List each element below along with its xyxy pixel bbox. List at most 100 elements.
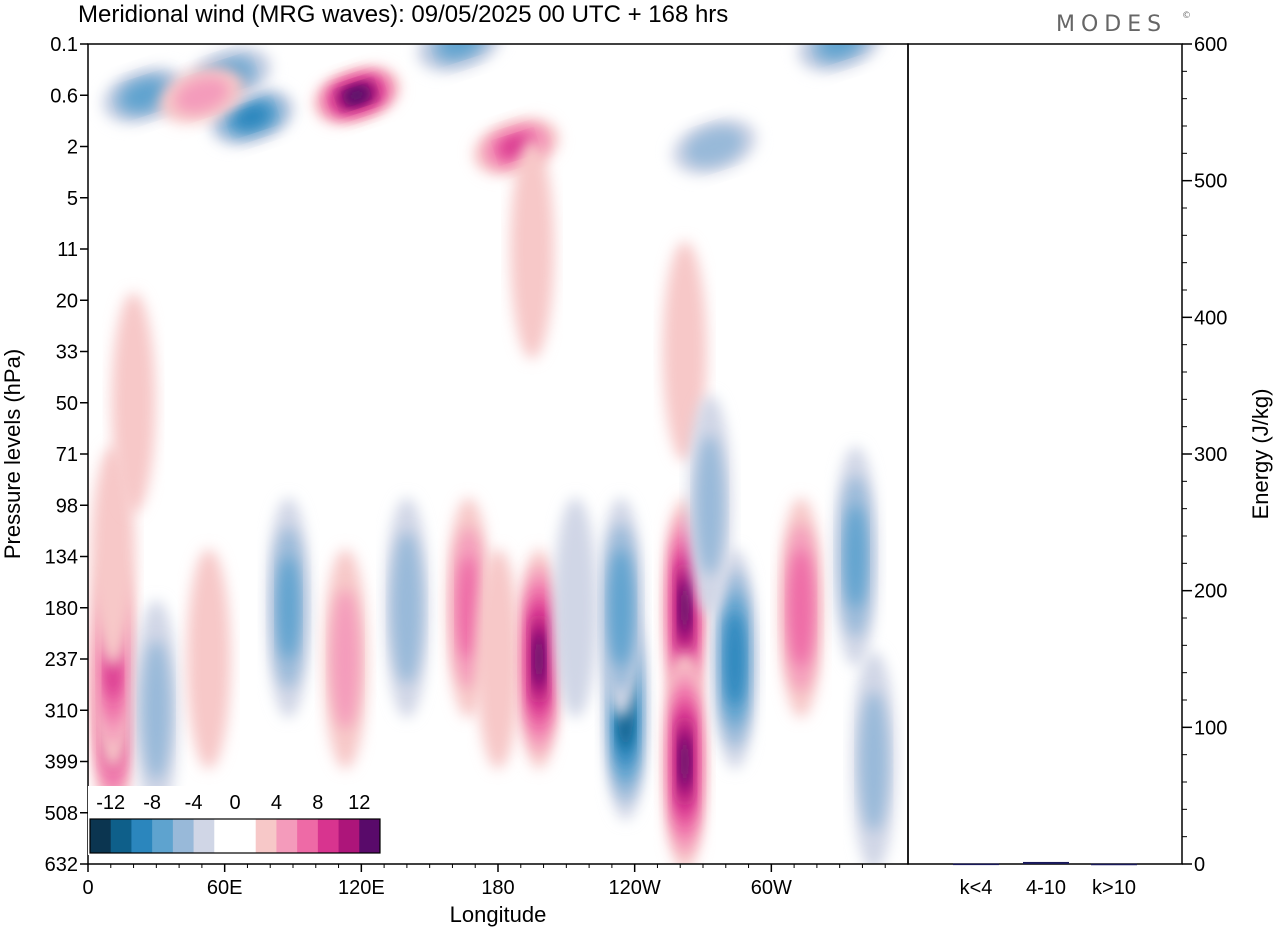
feature-contour	[695, 435, 724, 576]
colorbar-label: -12	[96, 792, 125, 814]
y-tick-label: 50	[56, 393, 78, 415]
feature-contour	[476, 549, 520, 769]
wind-feature	[186, 549, 231, 769]
logo-mark: ©	[1182, 11, 1191, 21]
feature-contour	[391, 531, 423, 684]
wind-feature	[314, 67, 400, 124]
energy-tick-label: 0	[1194, 854, 1205, 876]
y-axis-title: Pressure levels (hPa)	[0, 349, 25, 559]
colorbar-swatch	[214, 819, 236, 853]
wind-feature	[662, 241, 707, 462]
wind-feature	[851, 651, 896, 864]
energy-axis-title: Energy (J/kg)	[1248, 389, 1273, 520]
y-tick-label: 180	[45, 598, 78, 620]
x-tick-label: 60W	[751, 877, 792, 899]
energy-tick-label: 400	[1194, 307, 1227, 329]
y-tick-label: 2	[67, 137, 78, 159]
x-tick-label: 60E	[207, 877, 243, 899]
colorbar-label: -4	[185, 792, 203, 814]
feature-contour	[679, 579, 691, 637]
colorbar-swatch	[317, 819, 340, 853]
wind-feature	[266, 497, 311, 718]
y-tick-label: 98	[56, 495, 78, 517]
x-tick-label: 120W	[609, 877, 661, 899]
feature-contour	[819, 44, 860, 58]
wind-feature	[416, 44, 502, 73]
pressure-axis: 0.1 0.6 2 5 11 20 33 50 71 98 134 180 237 310 399 508 63…	[45, 34, 88, 876]
colorbar-swatch	[255, 819, 277, 853]
feature-contour	[859, 691, 888, 832]
feature-contour	[186, 549, 231, 769]
energy-frame	[907, 43, 1183, 865]
longitude-axis: 0 60E 120E 180 120W 60W	[82, 864, 886, 899]
feature-contour	[553, 497, 598, 718]
y-tick-label: 399	[45, 752, 78, 774]
y-tick-label: 0.1	[50, 34, 78, 56]
y-tick-label: 237	[45, 649, 78, 671]
colorbar-swatch	[235, 819, 257, 853]
wind-feature	[111, 292, 156, 513]
wind-feature	[599, 497, 643, 718]
wind-feature	[510, 139, 555, 359]
colorbar-swatch	[110, 819, 132, 853]
wind-feature	[778, 497, 823, 718]
y-tick-label: 508	[45, 803, 78, 825]
colorbar-swatch	[90, 819, 112, 853]
wind-feature	[384, 497, 429, 718]
wind-feature	[671, 118, 757, 175]
wind-feature	[517, 549, 561, 769]
energy-axis: 0 100 200 300 400 500 600	[1182, 34, 1227, 876]
colorbar-swatch	[338, 819, 360, 853]
y-tick-label: 0.6	[50, 85, 78, 107]
feature-contour	[662, 241, 707, 462]
y-tick-label: 33	[56, 342, 78, 364]
x-axis-title: Longitude	[450, 902, 547, 927]
y-tick-label: 20	[56, 290, 78, 312]
energy-bar	[953, 863, 999, 866]
energy-tick-label: 600	[1194, 34, 1227, 56]
feature-contour	[439, 44, 480, 58]
feature-contour	[142, 640, 171, 781]
colorbar-frame	[89, 818, 381, 854]
feature-contour	[845, 505, 866, 608]
feature-contour	[789, 549, 813, 666]
wind-feature	[134, 600, 179, 821]
feature-contour	[533, 630, 545, 688]
energy-tick-label: 100	[1194, 717, 1227, 739]
colorbar-label: 4	[271, 792, 282, 814]
y-tick-label: 632	[45, 854, 78, 876]
energy-category-label: 4-10	[1026, 877, 1066, 899]
energy-panel: 0 100 200 300 400 500 600 k<4 4-10 k>10 Energy (…	[907, 34, 1273, 899]
colorbar: -12 -8 -4 0 4 8 12	[88, 786, 382, 855]
y-tick-label: 134	[45, 547, 78, 569]
feature-contour	[233, 104, 271, 130]
y-tick-label: 310	[45, 700, 78, 722]
y-tick-label: 5	[67, 188, 78, 210]
colorbar-label: -8	[143, 792, 161, 814]
colorbar-swatch	[152, 819, 174, 853]
wind-feature	[797, 44, 883, 73]
colorbar-swatch	[276, 819, 298, 853]
wind-field	[91, 44, 896, 864]
colorbar-label: 8	[312, 792, 323, 814]
colorbar-swatch	[359, 819, 381, 853]
wind-feature	[476, 549, 520, 769]
feature-contour	[122, 80, 168, 111]
energy-tick-label: 300	[1194, 444, 1227, 466]
chart-title: Meridional wind (MRG waves): 09/05/2025 …	[78, 1, 728, 28]
feature-contour	[331, 589, 360, 729]
energy-bars: k<4 4-10 k>10	[953, 861, 1137, 899]
colorbar-swatch	[172, 819, 195, 853]
feature-contour	[111, 292, 156, 513]
wind-feature	[553, 497, 598, 718]
logo-text: MODES	[1056, 12, 1167, 37]
energy-tick-label: 500	[1194, 171, 1227, 193]
feature-contour	[458, 556, 479, 660]
feature-contour	[679, 732, 691, 791]
energy-tick-label: 200	[1194, 581, 1227, 603]
modes-logo: MODES ©	[1056, 11, 1191, 37]
colorbar-label: 0	[229, 792, 240, 814]
y-tick-label: 71	[56, 444, 78, 466]
wind-feature	[159, 67, 245, 124]
